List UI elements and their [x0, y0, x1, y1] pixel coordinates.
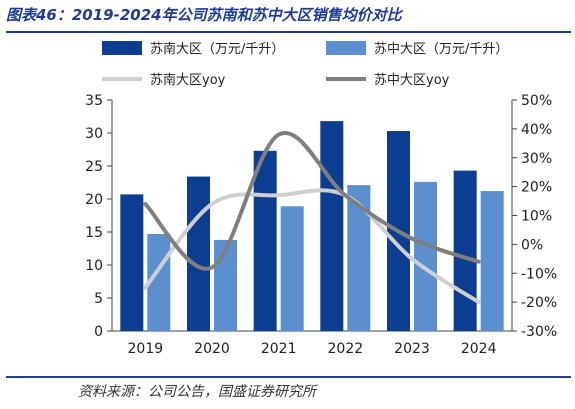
bar-suZhong [280, 206, 304, 331]
legend: 苏南大区（万元/千升） 苏中大区（万元/千升） 苏南大区yoy 苏中大区yoy [102, 41, 508, 88]
right-tick-label: 50% [521, 93, 552, 109]
bar-suNan [320, 121, 344, 332]
bar-suNan [253, 150, 277, 331]
left-tick-label: 10 [85, 258, 103, 274]
legend-swatch-suNan-bar [102, 41, 142, 55]
bar-suZhong [414, 181, 437, 331]
bar-suZhong [347, 185, 371, 331]
left-tick-label: 0 [94, 324, 103, 340]
source-rule [6, 376, 571, 378]
right-tick-label: 20% [521, 180, 552, 196]
lines [143, 130, 481, 305]
right-tick-label: 0% [521, 237, 543, 253]
bars [120, 121, 504, 332]
right-tick-label: -10% [521, 266, 557, 282]
x-tick-label: 2021 [261, 341, 297, 357]
left-tick-label: 25 [85, 159, 103, 175]
left-tick-label: 30 [85, 126, 103, 142]
axes: 0 5 10 15 20 25 30 35 -30% -20% -10% 0% 10% 20% 30% 40%… [85, 93, 557, 357]
right-tick-label: -30% [521, 324, 557, 340]
left-tick-label: 20 [85, 192, 103, 208]
legend-label-suNan-bar: 苏南大区（万元/千升） [150, 41, 284, 57]
x-tick-label: 2020 [194, 341, 230, 357]
chart-title: 图表46：2019-2024年公司苏南和苏中大区销售均价对比 [6, 6, 402, 24]
line-suZhong-yoy [143, 130, 481, 271]
title-underline [6, 31, 571, 33]
right-tick-label: 30% [521, 151, 552, 167]
right-tick-label: -20% [521, 295, 557, 311]
bar-suNan [187, 176, 210, 331]
legend-swatch-suZhong-bar [326, 41, 366, 55]
legend-label-suNan-yoy: 苏南大区yoy [150, 72, 226, 88]
legend-label-suZhong-bar: 苏中大区（万元/千升） [374, 41, 508, 57]
bar-suZhong [480, 191, 504, 331]
legend-label-suZhong-yoy: 苏中大区yoy [374, 72, 450, 88]
left-tick-label: 5 [94, 291, 103, 307]
bar-suNan [120, 194, 144, 331]
right-tick-label: 40% [521, 122, 552, 138]
right-tick-label: 10% [521, 209, 552, 225]
left-tick-label: 35 [85, 93, 103, 109]
line-suNan-yoy [143, 188, 481, 305]
x-tick-label: 2019 [128, 341, 164, 357]
x-tick-label: 2023 [394, 341, 430, 357]
source-note: 资料来源：公司公告，国盛证券研究所 [78, 384, 316, 400]
bar-suNan [453, 170, 477, 331]
left-tick-label: 15 [85, 225, 103, 241]
x-tick-label: 2024 [461, 341, 497, 357]
x-tick-label: 2022 [328, 341, 364, 357]
